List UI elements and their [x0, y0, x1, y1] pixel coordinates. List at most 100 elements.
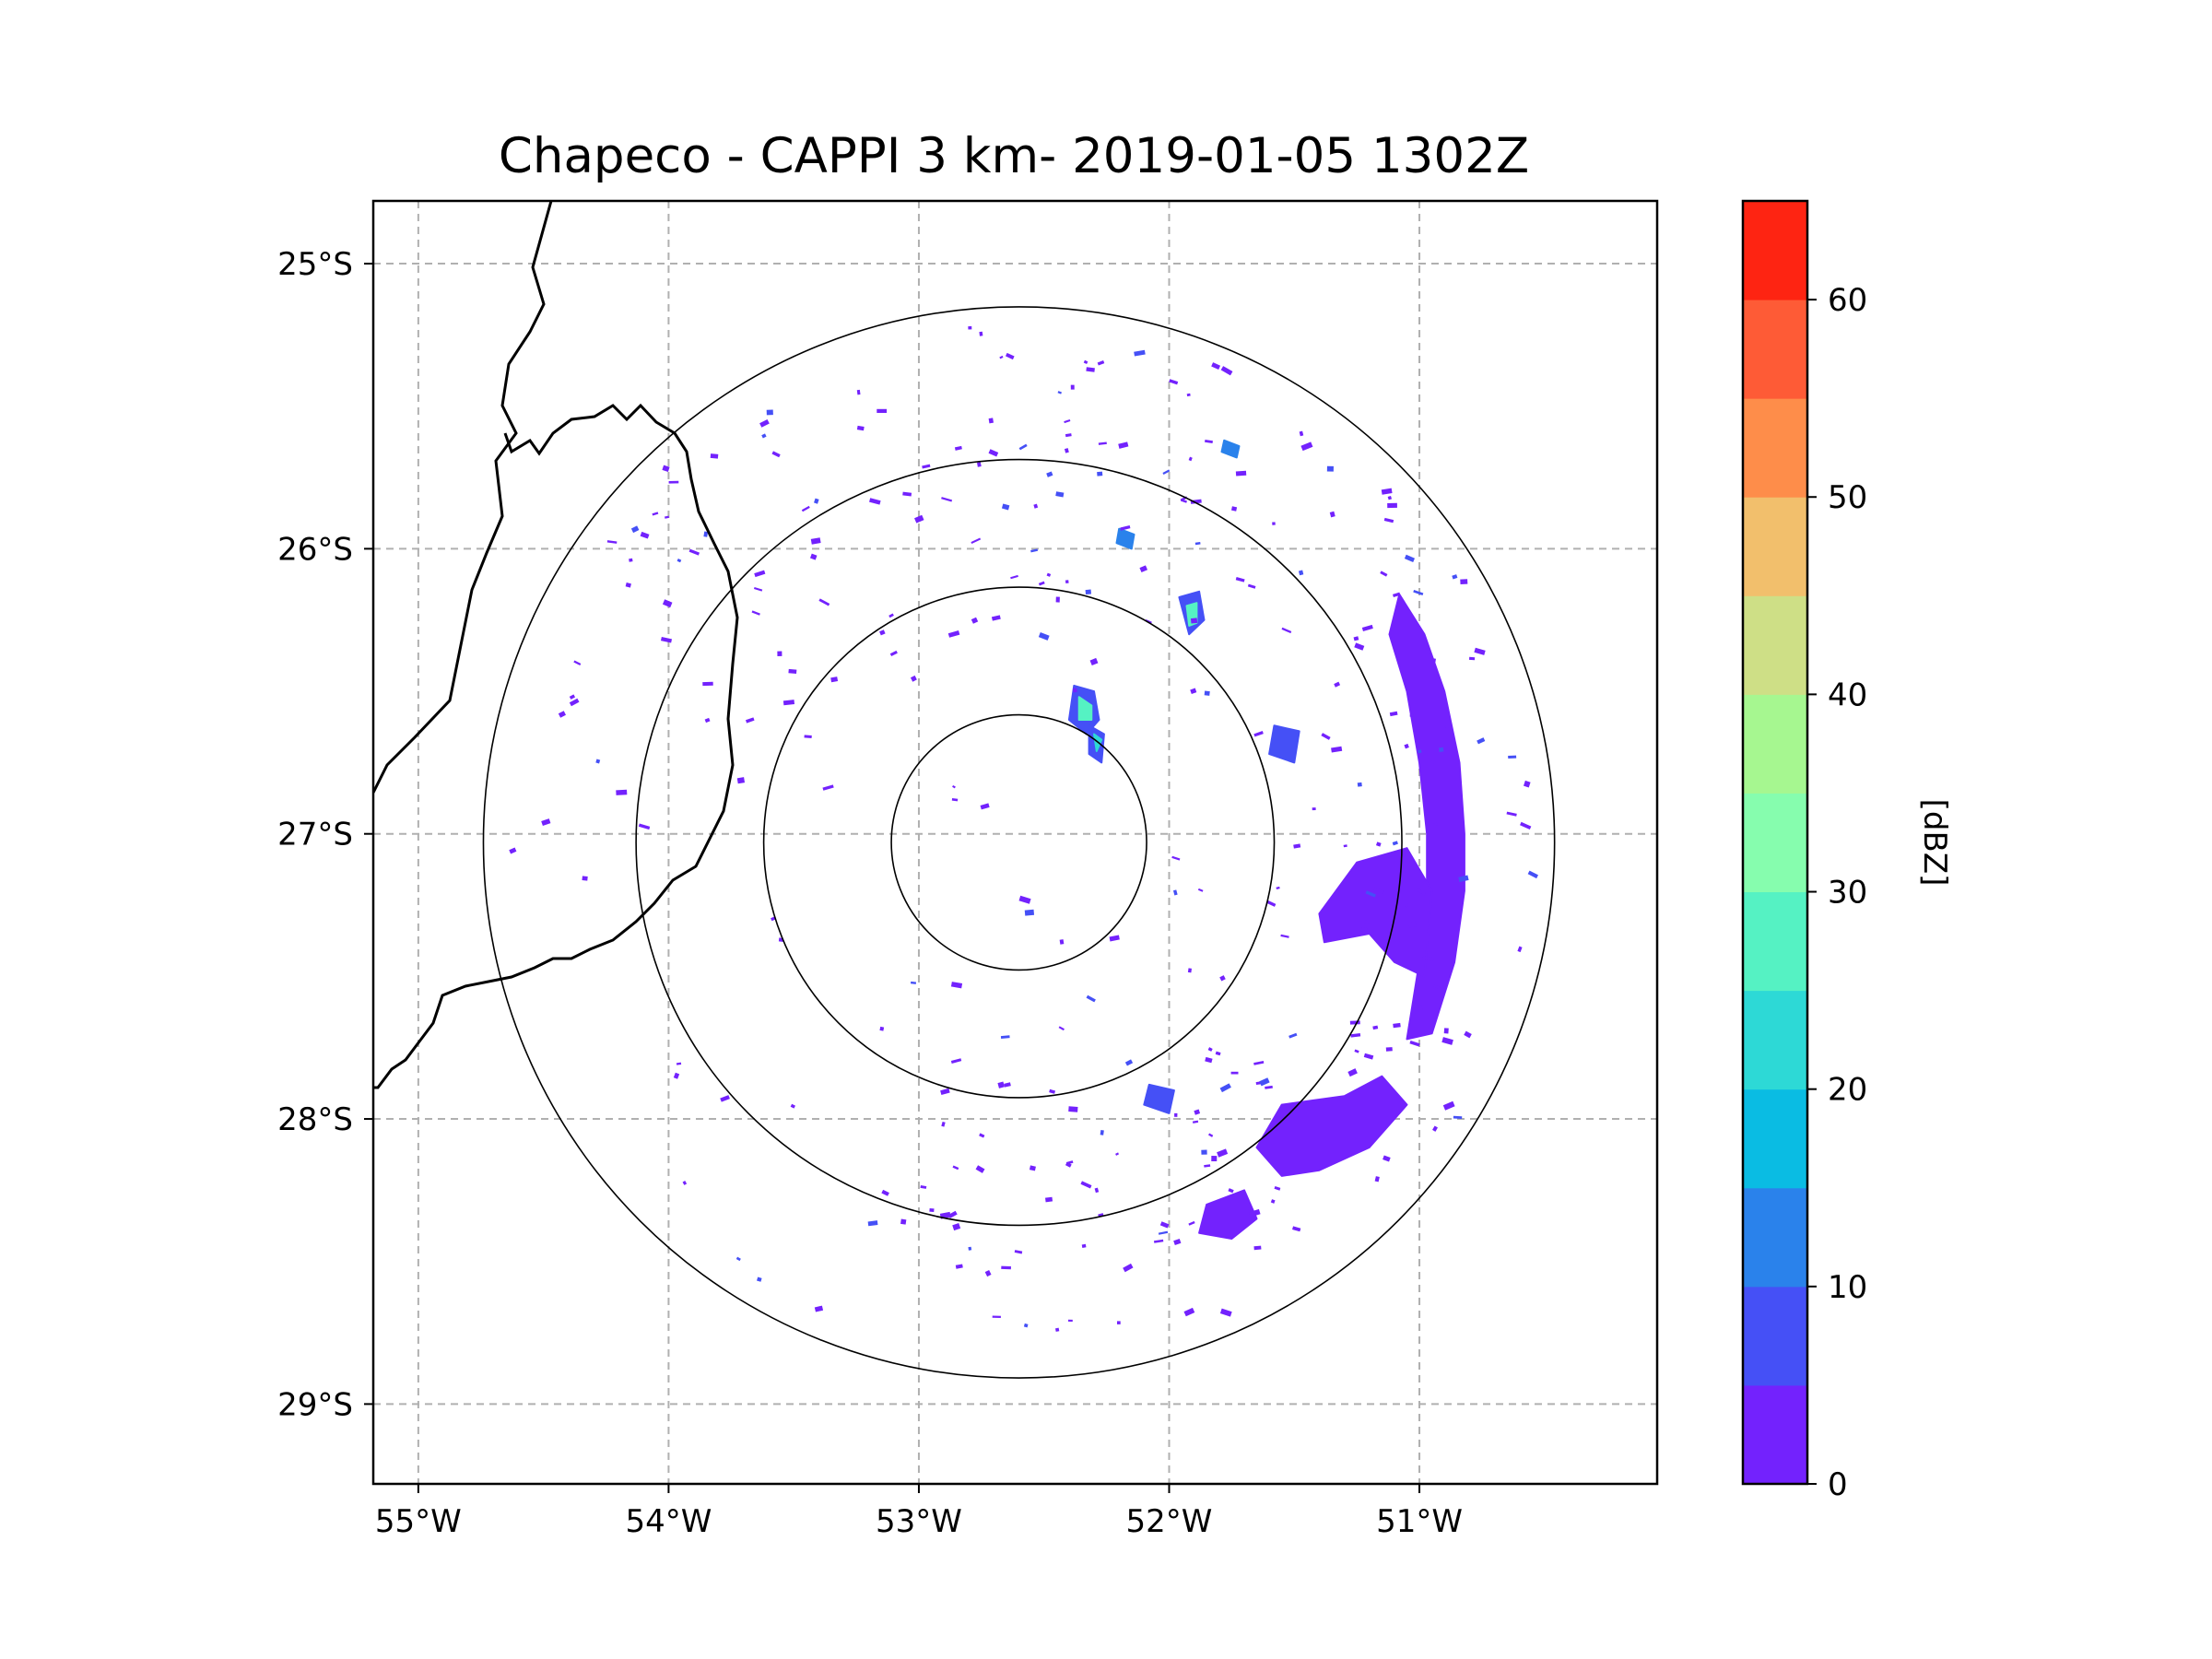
echo-speckle — [888, 613, 894, 618]
echo-speckle — [558, 711, 566, 718]
echo-speckle — [952, 1223, 961, 1231]
echo-speckle — [1190, 688, 1197, 694]
echo-speckle — [830, 677, 839, 683]
echo-speckle — [818, 598, 830, 606]
echo-speckle — [1235, 470, 1247, 477]
range-ring — [762, 586, 1276, 1099]
echo-speckle — [1270, 1199, 1276, 1204]
echo-speckle — [814, 1305, 824, 1312]
echo-speckle — [1408, 921, 1417, 928]
echo-speckle — [822, 784, 834, 791]
echo-speckle — [1385, 1047, 1393, 1052]
echo-speckle — [1281, 627, 1292, 634]
echo-speckle — [1363, 1053, 1374, 1060]
range-ring — [635, 458, 1403, 1227]
y-tick-label: 27°S — [277, 817, 353, 853]
echo-speckle — [869, 498, 881, 505]
echo-speckle — [1442, 1100, 1455, 1111]
echo-speckle — [1153, 1239, 1164, 1243]
echo-speckle — [1464, 1030, 1472, 1039]
echo-speckle — [1219, 975, 1226, 982]
echo-speckle — [1343, 844, 1347, 848]
colorbar-segment — [1743, 694, 1807, 794]
y-tick-label: 28°S — [277, 1101, 353, 1138]
echo-speckle — [910, 981, 917, 984]
echo-speckle — [1001, 503, 1010, 511]
echo-speckle — [1506, 811, 1517, 817]
echo-speckle — [1124, 1059, 1134, 1066]
echo-speckle — [1197, 888, 1204, 892]
echo-speckle — [980, 803, 990, 810]
echo-speckle — [879, 1026, 885, 1031]
echo-speckle — [1418, 749, 1422, 754]
echo-speckle — [809, 553, 818, 560]
echo-speckle — [1247, 583, 1256, 589]
echo-speckle — [1159, 1221, 1170, 1229]
echo-speckle — [688, 548, 700, 556]
echo-speckle — [1321, 733, 1331, 740]
echo-speckle — [1014, 1250, 1023, 1254]
echo-speckle — [975, 1165, 985, 1173]
echo-southeast-cluster — [1255, 1075, 1408, 1177]
echo-speckle — [920, 1184, 927, 1189]
echo-speckle — [1204, 1164, 1211, 1168]
echo-speckle — [1433, 984, 1441, 990]
echo-speckle — [1046, 572, 1052, 577]
echo-speckle — [1080, 1181, 1092, 1189]
echo-speckle — [1430, 760, 1436, 764]
echo-speckle — [1527, 870, 1538, 879]
echo-speckle — [1219, 1083, 1231, 1093]
echo-cell-d — [1115, 527, 1135, 550]
echo-speckle — [1038, 631, 1050, 641]
border-argentina-misiones — [373, 403, 739, 1089]
echo-speckle — [1439, 747, 1444, 752]
echo-speckle — [735, 1256, 741, 1262]
echo-speckle — [652, 512, 659, 516]
echo-speckle — [881, 1189, 889, 1196]
echo-speckle — [1272, 522, 1276, 525]
echo-speckle — [1477, 737, 1486, 745]
echo-speckle — [1280, 934, 1289, 938]
echo-speckle — [541, 818, 551, 827]
echo-speckle — [702, 681, 713, 687]
colorbar-segment — [1743, 891, 1807, 992]
echo-speckle — [947, 629, 960, 638]
echo-speckle — [979, 1133, 985, 1138]
echo-speckle — [1065, 580, 1069, 583]
echo-speckle — [629, 558, 633, 562]
echo-speckle — [1474, 647, 1486, 655]
echo-speckle — [1405, 902, 1409, 908]
echo-speckle — [1253, 1060, 1265, 1065]
echo-speckle — [879, 629, 886, 636]
echo-speckle — [1430, 658, 1436, 663]
echo-speckle — [941, 497, 953, 502]
echo-speckle — [1000, 1035, 1010, 1040]
echo-speckle — [952, 1165, 959, 1171]
echo-speckle — [1231, 506, 1238, 512]
echo-speckle — [1190, 618, 1198, 624]
echo-speckle — [988, 418, 994, 424]
echo-speckle — [1158, 1230, 1169, 1235]
echo-speckle — [1049, 1088, 1056, 1094]
latitude-axis: 25°S 26°S 27°S 28°S 29°S — [277, 246, 373, 1423]
echo-speckle — [1288, 1032, 1298, 1039]
echo-speckle — [1018, 443, 1028, 451]
echo-speckle — [751, 610, 760, 616]
echo-speckle — [922, 464, 931, 469]
echo-speckle — [1265, 1085, 1273, 1089]
echo-speckle — [1217, 1148, 1229, 1158]
echo-speckle — [569, 698, 580, 707]
echo-speckle — [1115, 1152, 1120, 1156]
echo-east-cluster — [1318, 847, 1433, 978]
echo-speckle — [1248, 1208, 1261, 1218]
x-tick-label: 54°W — [625, 1503, 712, 1540]
echo-speckle — [1109, 935, 1120, 942]
colorbar-tick-label: 10 — [1828, 1269, 1867, 1306]
echo-speckle — [638, 823, 651, 830]
echo-speckle — [1453, 1115, 1463, 1119]
echo-speckle — [1215, 1051, 1221, 1056]
echo-speckle — [1054, 1327, 1060, 1332]
echo-speckle — [1038, 581, 1045, 586]
echo-speckle — [1072, 688, 1077, 693]
